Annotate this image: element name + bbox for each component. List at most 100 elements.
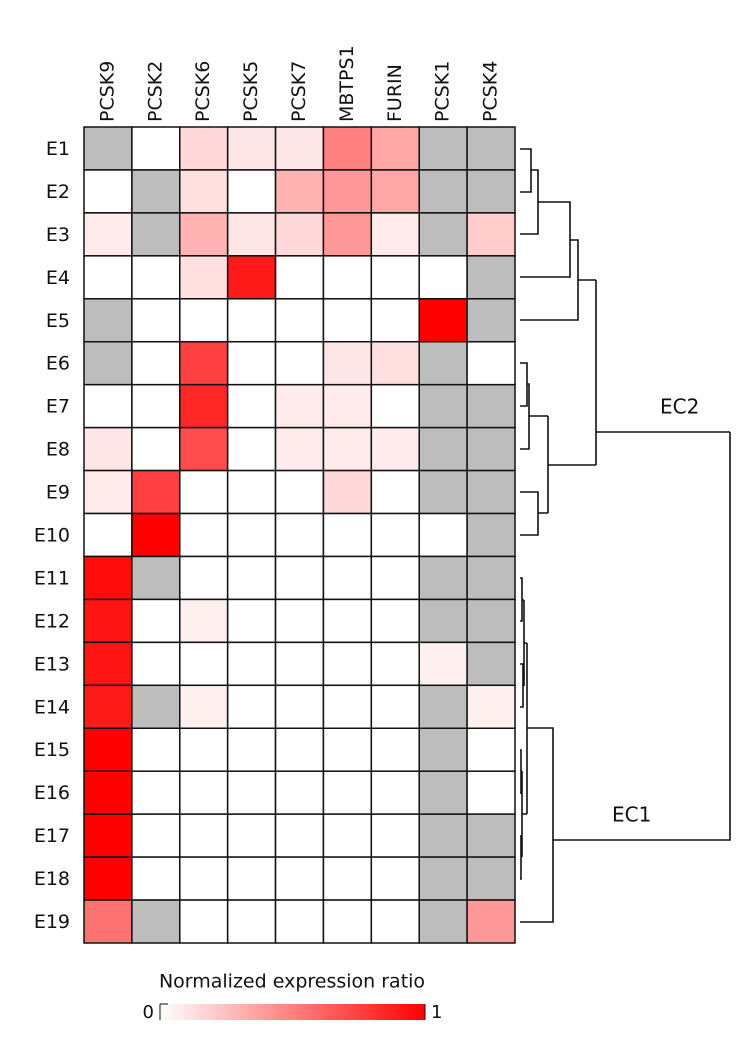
- heatmap-cell: [179, 856, 229, 901]
- column-label: PCSK9: [96, 61, 118, 122]
- heatmap-cell: [322, 813, 373, 858]
- heatmap-cell: [131, 813, 181, 858]
- heatmap-cell: [466, 169, 516, 214]
- heatmap-cell: [179, 298, 229, 343]
- colorbar: [160, 1004, 425, 1020]
- heatmap-cell: [226, 212, 277, 257]
- heatmap-cell: [274, 212, 325, 257]
- colorbar-tick-label: 0: [143, 1002, 154, 1023]
- heatmap-cell: [466, 813, 516, 858]
- heatmap-cell: [83, 813, 133, 858]
- column-label: PCSK1: [432, 61, 454, 122]
- heatmap-cell: [370, 684, 420, 730]
- colorbar-title: Normalized expression ratio: [159, 971, 425, 993]
- heatmap-cell: [83, 169, 133, 214]
- heatmap-cell: [418, 340, 468, 386]
- heatmap-cell: [83, 298, 133, 343]
- heatmap-cell: [322, 212, 373, 257]
- row-label: E14: [34, 696, 70, 718]
- row-label: E16: [34, 782, 70, 804]
- heatmap-cell: [466, 512, 516, 558]
- row-label: E13: [34, 653, 70, 675]
- row-label: E15: [34, 739, 70, 761]
- heatmap-cell: [370, 426, 420, 472]
- heatmap-cell: [131, 512, 181, 558]
- heatmap-cell: [370, 298, 420, 343]
- heatmap-cell: [226, 169, 277, 214]
- heatmap-cell: [466, 727, 516, 772]
- heatmap-cell: [179, 383, 229, 429]
- heatmap-cell: [179, 770, 229, 815]
- heatmap-cell: [322, 469, 373, 515]
- heatmap-cell: [179, 598, 229, 644]
- heatmap-cell: [226, 641, 277, 687]
- heatmap-cell: [322, 770, 373, 815]
- heatmap-cell: [418, 169, 468, 214]
- heatmap-cell: [274, 340, 325, 386]
- heatmap-cell: [179, 169, 229, 214]
- heatmap-cell: [274, 383, 325, 429]
- heatmap-cell: [274, 813, 325, 858]
- row-label: E11: [34, 567, 70, 589]
- heatmap-cell: [226, 856, 277, 901]
- cluster-label: EC1: [612, 803, 651, 827]
- heatmap-cell: [226, 770, 277, 815]
- heatmap-cell: [274, 126, 325, 171]
- heatmap-cell: [322, 383, 373, 429]
- heatmap-cell: [179, 813, 229, 858]
- heatmap-cell: [274, 684, 325, 730]
- row-label: E9: [46, 482, 70, 504]
- heatmap-cell: [370, 340, 420, 386]
- heatmap-cell: [418, 813, 468, 858]
- heatmap-cell: [466, 555, 516, 601]
- heatmap-cell: [370, 598, 420, 644]
- heatmap-cell: [83, 555, 133, 601]
- heatmap-cell: [466, 770, 516, 815]
- heatmap-cell: [179, 426, 229, 472]
- heatmap-cell: [226, 126, 277, 171]
- heatmap-cell: [179, 212, 229, 257]
- heatmap-cell: [226, 598, 277, 644]
- heatmap-cell: [83, 212, 133, 257]
- heatmap-cell: [226, 469, 277, 515]
- heatmap-cell: [179, 340, 229, 386]
- heatmap-cell: [418, 899, 468, 944]
- heatmap-cell: [322, 169, 373, 214]
- heatmap-cell: [83, 684, 133, 730]
- heatmap-cell: [370, 512, 420, 558]
- heatmap-cell: [322, 641, 373, 687]
- heatmap-cell: [131, 727, 181, 772]
- heatmap-cell: [131, 255, 181, 300]
- heatmap-cell: [274, 770, 325, 815]
- heatmap-cell: [418, 298, 468, 343]
- heatmap-cell: [226, 426, 277, 472]
- heatmap-cell: [418, 512, 468, 558]
- row-label: E12: [34, 610, 70, 632]
- heatmap-cell: [370, 469, 420, 515]
- heatmap-cell: [466, 212, 516, 257]
- heatmap-cell: [466, 684, 516, 730]
- heatmap-cell: [83, 641, 133, 687]
- heatmap-cell: [179, 555, 229, 601]
- heatmap-cell: [418, 212, 468, 257]
- heatmap-cell: [274, 598, 325, 644]
- row-label: E4: [46, 267, 70, 289]
- heatmap-cell: [83, 856, 133, 901]
- heatmap-cell: [322, 298, 373, 343]
- heatmap-cell: [322, 727, 373, 772]
- heatmap-cell: [322, 555, 373, 601]
- heatmap-cell: [274, 512, 325, 558]
- heatmap-cell: [370, 899, 420, 944]
- heatmap-cell: [131, 212, 181, 257]
- heatmap-cell: [322, 512, 373, 558]
- heatmap-cell: [322, 899, 373, 944]
- heatmap-cell: [83, 770, 133, 815]
- row-label: E10: [34, 525, 70, 547]
- column-label: PCSK5: [240, 61, 262, 122]
- heatmap-cell: [418, 255, 468, 300]
- heatmap-cell: [131, 383, 181, 429]
- colorbar-tick-label: 1: [431, 1002, 442, 1023]
- heatmap-cell: [322, 856, 373, 901]
- heatmap-cell: [226, 298, 277, 343]
- heatmap-cell: [226, 813, 277, 858]
